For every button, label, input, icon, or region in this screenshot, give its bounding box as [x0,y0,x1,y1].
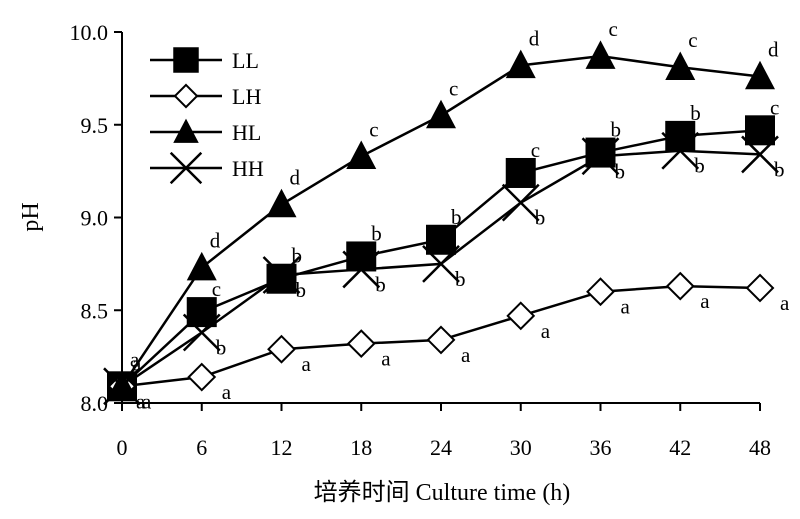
significance-label: b [611,118,622,142]
series-markers [103,40,779,406]
significance-label: b [615,159,626,183]
significance-label: d [210,229,221,253]
significance-label: a [700,289,710,313]
legend: LL LH HL HH [150,47,264,185]
point-lh [745,273,775,303]
significance-label: a [222,380,232,404]
legend-label-hl: HL [232,120,261,145]
significance-label: a [461,343,471,367]
point-ll [426,224,456,255]
point-lh [506,301,536,331]
point-ll [665,120,696,151]
x-tick-label: 42 [669,435,691,460]
point-ll [505,157,536,188]
significance-label: a [381,347,391,371]
point-hl [186,251,217,281]
point-ll [266,263,297,294]
point-ll [585,137,616,168]
significance-label: c [609,17,618,41]
significance-label: c [449,76,458,100]
significance-label: b [371,221,382,245]
significance-label: b [694,154,705,178]
point-lh [187,362,217,392]
x-tick-label: 12 [271,435,293,460]
significance-label: b [296,278,307,302]
point-lh [346,329,376,359]
point-lh [665,271,695,301]
significance-label: b [535,206,546,230]
point-hh [422,244,460,283]
point-hh [103,367,141,406]
point-hh [262,256,301,294]
point-hh [581,137,620,176]
significance-label: a [142,389,152,413]
significance-label: b [451,205,462,229]
significance-label: c [369,117,378,141]
significance-label: b [690,101,701,125]
point-hh [741,135,779,174]
significance-label: a [136,389,146,413]
x-tick-label: 24 [430,435,452,460]
y-tick-label: 10.0 [70,20,109,45]
y-axis-title: pH [18,202,44,231]
legend-marker-ll [173,47,199,73]
significance-label: a [621,295,631,319]
axes: 8.08.59.09.510.00 6 12 18 24 30 36 42 48 [70,20,772,460]
significance-label: d [529,26,540,50]
significance-label: b [774,157,785,181]
point-hl [585,40,616,69]
significance-label: b [292,244,303,268]
point-lh [267,334,296,364]
significance-label: c [770,95,779,119]
x-tick-label: 18 [350,435,372,460]
legend-label-ll: LL [232,48,259,73]
y-tick-label: 9.0 [81,206,109,231]
significance-label: a [541,319,551,343]
point-hl [266,188,297,218]
y-tick-label: 8.5 [81,298,109,323]
x-tick-label: 36 [590,435,612,460]
significance-label: c [531,138,540,162]
significance-label: c [212,277,221,301]
point-hl [665,51,696,80]
legend-marker-hh [169,151,203,185]
legend-marker-lh [173,83,199,109]
significance-label: a [780,291,790,315]
significance-label: b [455,267,466,291]
point-hh [342,250,381,289]
point-hh [182,313,221,352]
legend-marker-hl [173,118,199,143]
x-tick-label: 6 [196,435,207,460]
x-tick-label: 48 [749,435,771,460]
point-hl [426,99,456,129]
point-ll [346,241,377,272]
point-hl [346,140,377,170]
point-ll [745,115,775,146]
point-hh [501,183,540,222]
legend-label-hh: HH [232,156,264,181]
significance-label: c [688,28,697,52]
point-hh [661,131,700,170]
point-lh [426,325,456,355]
y-tick-label: 9.5 [81,113,109,138]
point-lh [586,277,615,307]
point-hl [745,60,775,90]
point-hl [505,49,536,79]
significance-label: d [290,166,301,190]
significance-label: b [216,336,227,360]
significance-label: a [302,352,312,376]
x-tick-label: 30 [510,435,532,460]
significance-label: d [768,38,779,62]
x-axis-title: 培养时间 Culture time (h) [314,479,571,506]
significance-label: a [130,347,140,371]
significance-label: b [375,272,386,296]
significance-label: a [132,351,142,375]
x-tick-label: 0 [117,435,128,460]
legend-label-lh: LH [232,84,261,109]
